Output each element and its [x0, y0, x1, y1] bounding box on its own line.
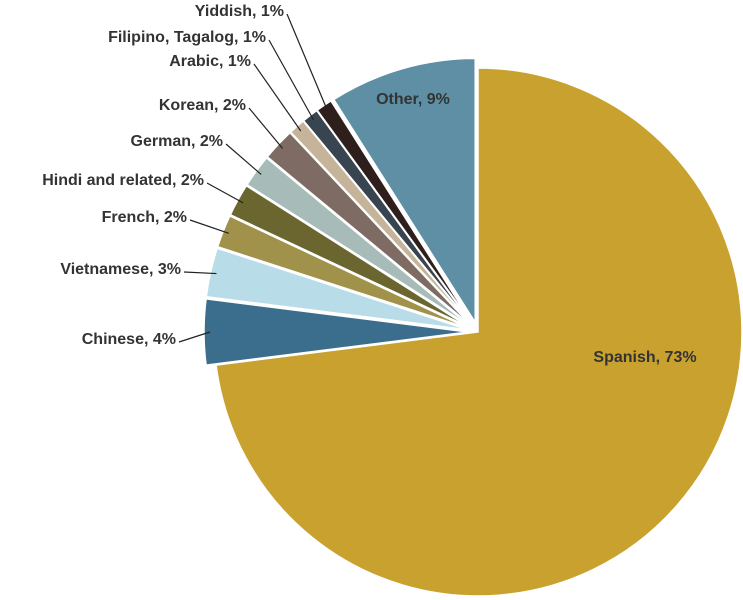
leader-line: [206, 182, 244, 204]
leader-line: [268, 39, 315, 121]
slice-label: Spanish, 73%: [593, 349, 696, 366]
slice-label: Arabic, 1%: [169, 53, 251, 70]
slice-label: French, 2%: [102, 209, 187, 226]
slice-label: Filipino, Tagalog, 1%: [108, 29, 266, 46]
pie-slice: [205, 247, 469, 331]
leader-line: [183, 271, 217, 275]
slice-label: Vietnamese, 3%: [60, 261, 181, 278]
pie-slice: [316, 99, 474, 325]
pie-slice: [266, 131, 472, 326]
leader-line: [178, 331, 211, 343]
slice-label: Other, 9%: [376, 91, 450, 108]
pie-slice: [215, 67, 743, 597]
slice-label: Hindi and related, 2%: [42, 172, 204, 189]
slice-label: Korean, 2%: [159, 97, 246, 114]
pie-slice: [332, 57, 476, 325]
leader-line: [248, 107, 284, 149]
slice-label: German, 2%: [131, 133, 223, 150]
slice-label: Chinese, 4%: [82, 331, 176, 348]
leader-line: [225, 143, 262, 175]
slice-label: Yiddish, 1%: [195, 3, 284, 20]
leader-line: [286, 13, 328, 111]
leader-line: [253, 63, 302, 132]
leader-line: [189, 219, 230, 234]
pie-slice: [203, 298, 469, 366]
